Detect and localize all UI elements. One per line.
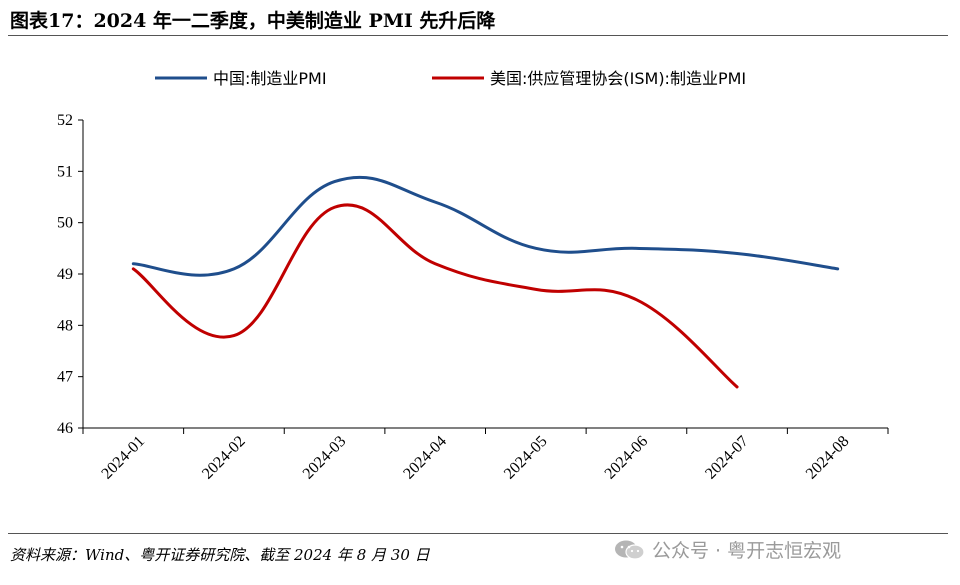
x-tick-label: 2024-04 [400,433,450,483]
y-tick-label: 51 [57,163,73,180]
title-divider [8,35,948,36]
chart-axes: 46 47 48 49 50 51 52 2024-01 2024-02 2024-03 2024-… [57,112,889,483]
x-tick-label: 2024-03 [300,433,350,483]
y-tick-label: 46 [57,420,73,437]
x-tick-label: 2024-07 [702,433,752,483]
x-tick-label: 2024-08 [803,433,853,483]
chart-title: 图表17：2024 年一二季度，中美制造业 PMI 先升后降 [10,10,496,32]
y-tick-label: 48 [57,317,73,334]
x-tick-label: 2024-05 [501,433,551,483]
watermark-text: 公众号 · 粤开志恒宏观 [652,540,842,562]
y-tick-label: 49 [57,266,73,283]
source-note: 资料来源：Wind、粤开证券研究院、截至 2024 年 8 月 30 日 [10,546,430,564]
source-divider [8,533,948,534]
series-line-china-pmi [131,175,840,277]
x-tick-label: 2024-02 [199,433,249,483]
chart-legend: 中国:制造业PMI 美国:供应管理协会(ISM):制造业PMI [155,69,746,88]
watermark: 公众号 · 粤开志恒宏观 [614,536,841,563]
y-tick-label: 47 [57,369,73,386]
x-tick-label: 2024-06 [602,433,652,483]
legend-label: 美国:供应管理协会(ISM):制造业PMI [490,69,746,88]
series-line-us-ism-pmi [131,203,739,389]
chart-series [131,175,840,389]
y-tick-label: 52 [57,112,73,129]
y-tick-label: 50 [57,215,73,232]
x-tick-label: 2024-01 [98,433,148,483]
wechat-icon [615,540,645,560]
legend-label: 中国:制造业PMI [213,69,327,88]
